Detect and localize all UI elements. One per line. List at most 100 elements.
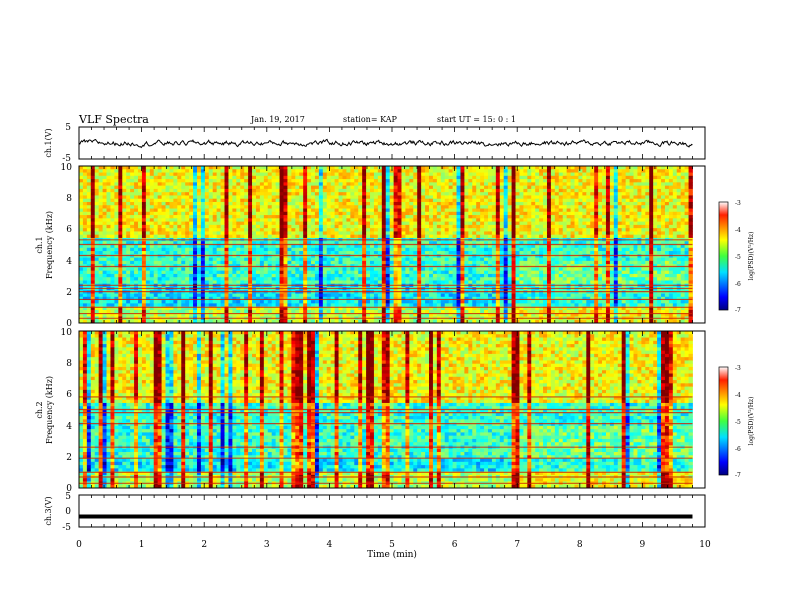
spectrogram-cell	[609, 192, 615, 196]
spectrogram-cell	[570, 179, 575, 183]
spectrogram-cell	[425, 205, 430, 209]
spectrogram-cell	[322, 231, 328, 236]
spectrogram-cell	[98, 182, 103, 187]
spectrogram-cell	[122, 257, 127, 262]
spectrogram-cell	[633, 188, 638, 193]
spectrogram-cell	[189, 185, 194, 190]
spectrogram-cell	[543, 169, 548, 173]
spectrogram-cell	[472, 192, 477, 196]
spectrogram-cell	[381, 257, 387, 262]
spectrogram-cell	[82, 260, 88, 265]
spectrogram-cell	[676, 251, 682, 255]
spectrogram-cell	[342, 224, 347, 229]
spectrogram-cell	[216, 166, 221, 170]
spectrogram-cell	[676, 260, 682, 265]
spectrogram-cell	[664, 215, 670, 219]
spectrogram-cell	[216, 251, 221, 255]
spectrogram-cell	[491, 234, 497, 239]
spectrogram-cell	[511, 247, 516, 252]
spectrogram-cell	[279, 192, 284, 196]
spectrogram-cell	[181, 201, 186, 206]
spectrogram-cell	[421, 198, 426, 203]
spectrogram-cell	[464, 257, 469, 262]
spectrogram-cell	[157, 211, 162, 216]
spectrogram-cell	[287, 221, 292, 226]
spectrogram-cell	[287, 188, 292, 193]
spectrogram-cell	[429, 241, 434, 245]
spectrogram-cell	[609, 228, 615, 232]
spectrogram-cell	[460, 221, 465, 226]
spectrogram-cell	[582, 254, 587, 258]
spectrogram-cell	[196, 211, 202, 216]
spectrogram-cell	[598, 182, 603, 187]
spectrogram-cell	[130, 224, 135, 229]
spectrogram-cell	[173, 228, 178, 232]
spectrogram-cell	[531, 205, 536, 209]
spectrogram-cell	[350, 208, 355, 213]
spectrogram-cell	[102, 182, 107, 187]
spectrogram-cell	[586, 231, 591, 236]
spectrogram-cell	[110, 251, 115, 255]
spectrogram-cell	[267, 247, 273, 252]
spectrogram-cell	[350, 224, 355, 229]
spectrogram-cell	[397, 260, 402, 265]
ch1-waveform-xticks	[78, 127, 706, 159]
spectrogram-cell	[503, 182, 509, 187]
spectrogram-cell	[259, 224, 265, 229]
spectrogram-cell	[224, 208, 229, 213]
spectrogram-cell	[546, 205, 552, 209]
spectrogram-cell	[649, 169, 654, 173]
spectrogram-cell	[86, 251, 92, 255]
spectrogram-cell	[397, 166, 402, 170]
spectrogram-cell	[598, 192, 603, 196]
spectrogram-cell	[417, 169, 422, 173]
spectrogram-cell	[429, 254, 434, 258]
spectrogram-cell	[653, 172, 658, 177]
spectrogram-cell	[130, 241, 135, 245]
spectrogram-cell	[487, 185, 493, 190]
spectrogram-cell	[440, 211, 446, 216]
spectrogram-cell	[98, 221, 103, 226]
spectrogram-cell	[429, 208, 434, 213]
spectrogram-cell	[531, 257, 536, 262]
spectrogram-cell	[680, 179, 686, 183]
spectrogram-cell	[676, 166, 682, 170]
spectrogram-cell	[444, 205, 450, 209]
spectrogram-cell	[417, 185, 422, 190]
spectrogram-cell	[503, 224, 509, 229]
spectrogram-cell	[523, 254, 528, 258]
spectrogram-cell	[322, 260, 328, 265]
spectrogram-cell	[527, 221, 532, 226]
spectrogram-cell	[586, 205, 591, 209]
spectrogram-cell	[279, 208, 284, 213]
spectrogram-cell	[248, 218, 253, 222]
spectrogram-cell	[440, 257, 446, 262]
spectrogram-cell	[539, 251, 544, 255]
spectrogram-cell	[672, 221, 678, 226]
spectrogram-cell	[259, 201, 265, 206]
spectrogram-cell	[311, 247, 316, 252]
spectrogram-cell	[417, 224, 422, 229]
spectrogram-cell	[318, 228, 324, 232]
spectrogram-cell	[629, 224, 634, 229]
spectrogram-cell	[181, 228, 186, 232]
spectrogram-cell	[637, 254, 642, 258]
spectrogram-cell	[609, 166, 615, 170]
spectrogram-cell	[519, 205, 524, 209]
spectrogram-cell	[566, 205, 571, 209]
spectrogram-cell	[122, 201, 127, 206]
spectrogram-cell	[550, 231, 556, 236]
spectrogram-cell	[425, 231, 430, 236]
spectrogram-cell	[185, 208, 190, 213]
spectrogram-cell	[114, 231, 119, 236]
spectrogram-cell	[181, 257, 186, 262]
spectrogram-cell	[181, 260, 186, 265]
spectrogram-cell	[82, 192, 88, 196]
spectrogram-cell	[413, 208, 418, 213]
spectrogram-cell	[460, 228, 465, 232]
spectrogram-cell	[141, 247, 147, 252]
spectrogram-cell	[346, 201, 351, 206]
spectrogram-cell	[460, 257, 465, 262]
spectrogram-cell	[574, 192, 579, 196]
spectrogram-cell	[106, 257, 111, 262]
